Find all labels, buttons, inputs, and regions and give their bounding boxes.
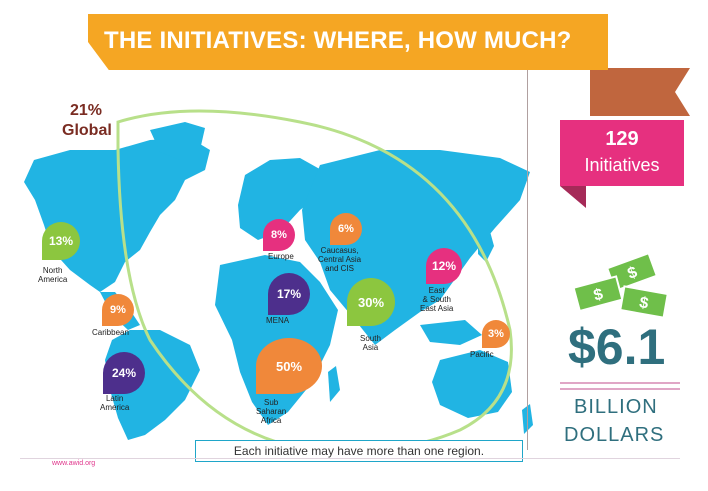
banner-fold <box>590 68 690 116</box>
region-percent-europe: 8% <box>263 219 295 251</box>
title-banner <box>88 14 608 70</box>
funding-unit-billion: BILLION <box>574 396 658 418</box>
region-note: Each initiative may have more than one r… <box>195 440 523 462</box>
initiatives-label: Initiatives <box>584 155 660 175</box>
region-percent-mena: 17% <box>268 273 310 315</box>
region-label-line: Caribbean <box>92 328 129 337</box>
region-label-line: Asia <box>362 343 379 352</box>
initiatives-box: 129 Initiatives <box>560 120 684 186</box>
indonesia-shape <box>420 320 482 345</box>
region-label-line: America <box>100 403 130 412</box>
divider-horizontal <box>20 458 680 459</box>
region-label-sub-saharan-africa: Sub Saharan Africa <box>256 398 286 425</box>
global-ring <box>116 109 513 453</box>
bill-2: $ <box>572 275 624 313</box>
region-label-south-asia: South Asia <box>360 334 381 352</box>
amount-divider-1 <box>560 382 680 384</box>
bill-3: $ <box>619 285 669 319</box>
region-percent-caribbean: 9% <box>102 294 134 326</box>
europe-shape <box>238 158 325 240</box>
region-label-line: East <box>428 286 445 295</box>
region-label-line: South <box>360 334 381 343</box>
greenland-shape <box>150 122 205 160</box>
region-percent-east-asia: 12% <box>426 248 462 284</box>
region-percent-pacific: 3% <box>482 320 510 348</box>
region-percent-caucasus: 6% <box>330 213 362 245</box>
madagascar-shape <box>328 366 340 402</box>
region-label-east-asia: East & South East Asia <box>420 286 453 313</box>
region-percent-latin-america: 24% <box>103 352 145 394</box>
region-percent-north-america: 13% <box>42 222 80 260</box>
region-label-line: America <box>38 275 68 284</box>
money-icon: $ $ $ <box>572 252 669 319</box>
region-label-line: East Asia <box>420 304 454 313</box>
divider-vertical <box>527 70 528 450</box>
svg-text:$: $ <box>592 286 605 305</box>
region-label-line: & South <box>422 295 451 304</box>
region-label-line: and CIS <box>325 264 355 273</box>
region-label-line: Caucasus, <box>320 246 359 255</box>
amount-divider-2 <box>560 388 680 390</box>
global-label: Global <box>62 122 112 139</box>
region-label-caribbean: Caribbean <box>92 328 129 337</box>
region-label-mena: MENA <box>266 316 289 325</box>
funding-amount: $6.1 <box>568 319 666 375</box>
region-label-caucasus: Caucasus, Central Asia and CIS <box>318 246 361 273</box>
svg-text:$: $ <box>638 294 650 312</box>
region-label-line: MENA <box>266 316 290 325</box>
australia-shape <box>432 350 512 418</box>
region-label-europe: Europe <box>268 252 294 261</box>
region-label-line: Central Asia <box>318 255 362 264</box>
footer-url: www.awid.org <box>52 460 96 467</box>
region-label-line: Latin <box>105 394 124 403</box>
region-label-latin-america: Latin America <box>100 394 129 412</box>
region-label-line: Europe <box>268 252 294 261</box>
region-label-pacific: Pacific <box>470 350 494 359</box>
region-label-line: Pacific <box>470 350 494 359</box>
region-percent-south-asia: 30% <box>347 278 395 326</box>
region-label-line: Saharan <box>256 407 287 416</box>
region-label-line: North <box>42 266 63 275</box>
page-title: THE INITIATIVES: WHERE, HOW MUCH? <box>104 27 572 54</box>
region-label-line: Sub <box>264 398 279 407</box>
region-label-north-america: North America <box>38 266 67 284</box>
funding-unit-dollars: DOLLARS <box>564 424 665 446</box>
region-percent-sub-saharan-africa: 50% <box>256 338 322 394</box>
global-percent: 21% <box>70 102 103 119</box>
initiatives-count: 129 <box>605 128 639 150</box>
region-label-line: Africa <box>260 416 282 425</box>
